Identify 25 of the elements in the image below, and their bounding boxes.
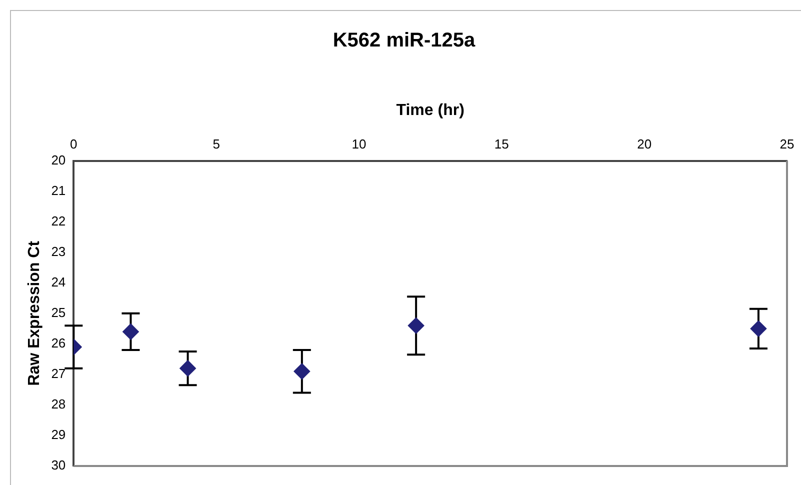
x-axis-title: Time (hr) [396,102,464,120]
y-tick-label: 24 [51,274,66,290]
chart-title: K562 miR-125a [332,30,476,52]
point [294,363,310,380]
y-tick-label: 27 [51,366,66,382]
x-tick-label: 20 [637,136,652,152]
y-tick-label: 28 [51,396,66,412]
x-tick-label: 25 [780,136,794,152]
y-axis-title: Raw Expression Ct [26,240,44,386]
y-tick-label: 26 [51,336,66,350]
y-tick-label: 23 [51,244,66,259]
point [180,360,196,376]
x-tick-label: 0 [70,136,78,152]
x-tick-label: 10 [352,136,366,152]
y-tick-label: 25 [51,304,66,320]
y-tick-label: 30 [51,458,66,473]
y-tick-label: 21 [51,182,66,198]
x-tick-label: 5 [212,136,220,152]
y-tick-label: 20 [51,152,66,168]
y-tick-label: 22 [51,213,66,228]
point [408,318,424,334]
point [750,320,766,337]
x-tick-label: 15 [494,136,509,152]
y-tick-label: 29 [51,427,66,442]
point [122,324,139,340]
